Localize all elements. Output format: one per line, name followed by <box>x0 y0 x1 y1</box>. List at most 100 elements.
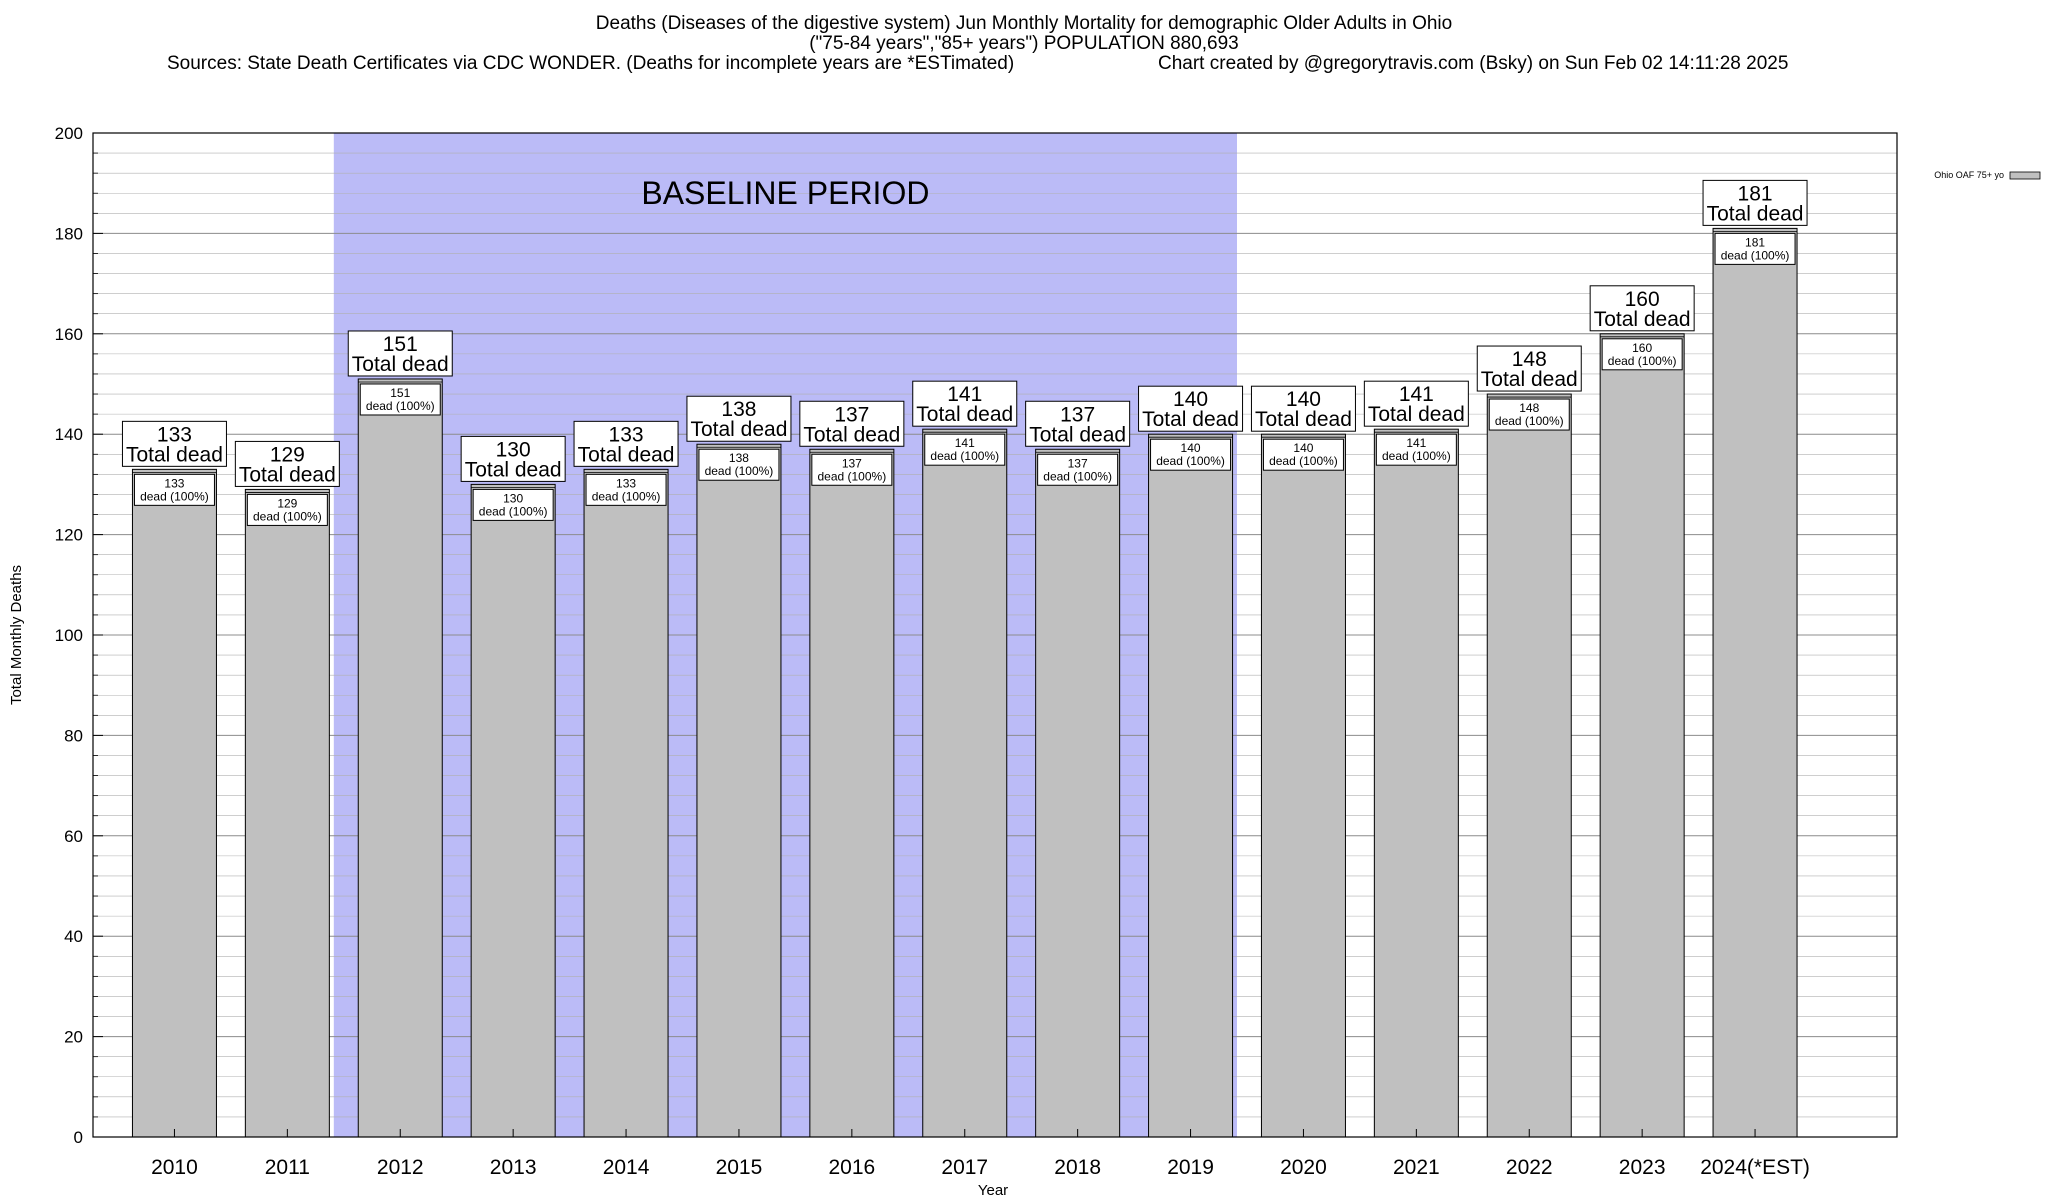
y-axis: 0 20 40 60 80 100 120 140 160 180 200 <box>55 124 103 1147</box>
bar-top-suffix: Total dead <box>578 443 675 466</box>
bar-top-value: 140 <box>1173 388 1208 411</box>
chart-credit: Chart created by @gregorytravis.com (Bsk… <box>1158 53 1789 74</box>
x-tick-label: 2016 <box>828 1156 875 1179</box>
bar-inner-suffix: dead (100%) <box>479 504 548 518</box>
bar-inner-value: 133 <box>164 476 184 490</box>
bar-inner-suffix: dead (100%) <box>1269 454 1338 468</box>
x-tick-label: 2014 <box>603 1156 650 1179</box>
bar-inner-label-box <box>1262 438 1344 471</box>
bar <box>1260 433 1346 1138</box>
bar-inner-suffix: dead (100%) <box>1382 449 1451 463</box>
bar-inner-value: 130 <box>503 491 523 505</box>
bar-inner-suffix: dead (100%) <box>930 449 999 463</box>
bar-top-label-box <box>1363 380 1469 427</box>
bar <box>1373 428 1459 1138</box>
bar <box>809 448 895 1138</box>
legend-swatch <box>2009 171 2041 180</box>
bar-top-suffix: Total dead <box>1142 408 1239 431</box>
y-tick-label: 140 <box>55 425 83 444</box>
bar-top-label-box <box>1250 385 1356 432</box>
bar-inner-suffix: dead (100%) <box>592 489 661 503</box>
bar-top-value: 151 <box>383 333 418 356</box>
bar-inner-suffix: dead (100%) <box>817 469 886 483</box>
x-axis-title: Year <box>978 1182 1008 1199</box>
y-tick-label: 0 <box>74 1128 83 1147</box>
bar-top-label-box <box>1589 285 1695 332</box>
baseline-period-label: BASELINE PERIOD <box>641 175 929 211</box>
bar-inner-suffix: dead (100%) <box>1043 469 1112 483</box>
bar-inner-suffix: dead (100%) <box>140 489 209 503</box>
bar-inner-suffix: dead (100%) <box>1495 414 1564 428</box>
bar <box>583 468 669 1138</box>
bar-top-suffix: Total dead <box>126 443 223 466</box>
bar-top-value: 141 <box>1399 383 1434 406</box>
x-tick-label: 2022 <box>1506 1156 1553 1179</box>
x-axis: 2010 2011 2012 2013 2014 2015 2016 2017 2018 2019… <box>151 1129 1810 1179</box>
legend: Ohio OAF 75+ yo <box>1934 170 2041 180</box>
bar-top-label-box <box>1138 385 1244 432</box>
bar-inner-label-box <box>1714 232 1796 265</box>
x-tick-label: 2024(*EST) <box>1700 1156 1810 1179</box>
bar-top-suffix: Total dead <box>239 463 336 486</box>
bar <box>470 483 556 1138</box>
bar-inner-suffix: dead (100%) <box>1156 454 1225 468</box>
chart-sources: Sources: State Death Certificates via CD… <box>167 53 1015 74</box>
bar <box>1035 448 1121 1138</box>
bar-inner-label-box <box>1375 433 1457 466</box>
x-tick-label: 2012 <box>377 1156 424 1179</box>
bar-inner-suffix: dead (100%) <box>253 509 322 523</box>
bar-top-value: 129 <box>270 443 305 466</box>
bar-inner-label-box <box>811 453 893 486</box>
y-tick-label: 20 <box>64 1028 83 1047</box>
bar-top-value: 133 <box>609 423 644 446</box>
bar <box>922 428 1008 1138</box>
bar-inner-suffix: dead (100%) <box>366 399 435 413</box>
bar-inner-label-box <box>1601 338 1683 371</box>
x-tick-label: 2023 <box>1619 1156 1666 1179</box>
y-tick-label: 40 <box>64 927 83 946</box>
bar-top-suffix: Total dead <box>1594 308 1691 331</box>
bar-top-label-box <box>686 395 792 442</box>
bar-top-suffix: Total dead <box>1368 403 1465 426</box>
legend-label: Ohio OAF 75+ yo <box>1934 170 2004 180</box>
bar-inner-label-box <box>246 493 328 526</box>
y-tick-label: 200 <box>55 124 83 143</box>
bar-top-suffix: Total dead <box>916 403 1013 426</box>
bar-top-suffix: Total dead <box>1481 368 1578 391</box>
x-tick-label: 2011 <box>265 1156 310 1179</box>
bar-top-value: 133 <box>157 423 192 446</box>
bar-top-label-box <box>799 400 905 447</box>
bar-inner-label-box <box>1488 398 1570 431</box>
bar-top-value: 160 <box>1625 288 1660 311</box>
y-axis-title: Total Monthly Deaths <box>8 565 25 705</box>
x-tick-label: 2015 <box>716 1156 763 1179</box>
bar-inner-value: 141 <box>955 436 975 450</box>
x-tick-label: 2020 <box>1280 1156 1327 1179</box>
bar <box>696 443 782 1138</box>
bar-top-suffix: Total dead <box>1029 423 1126 446</box>
bar-inner-suffix: dead (100%) <box>705 464 774 478</box>
y-tick-label: 100 <box>55 626 83 645</box>
bar-inner-value: 181 <box>1745 235 1765 249</box>
bar-top-label-box <box>912 380 1018 427</box>
bar-inner-label-box <box>472 488 554 521</box>
bar-top-value: 141 <box>947 383 982 406</box>
x-tick-label: 2021 <box>1393 1156 1440 1179</box>
bar-inner-label-box <box>133 473 215 506</box>
x-tick-label: 2018 <box>1054 1156 1101 1179</box>
bar-inner-label-box <box>1150 438 1232 471</box>
bar-top-value: 181 <box>1738 182 1773 205</box>
bar <box>131 468 217 1138</box>
bar <box>1148 433 1234 1138</box>
bar-top-value: 137 <box>834 403 869 426</box>
y-tick-label: 160 <box>55 325 83 344</box>
bar <box>1712 227 1798 1138</box>
bar-top-label-box <box>1025 400 1131 447</box>
y-tick-label: 180 <box>55 224 83 243</box>
x-tick-label: 2010 <box>151 1156 198 1179</box>
bar-inner-value: 141 <box>1406 436 1426 450</box>
bar-top-label-box <box>234 440 340 487</box>
chart-title-line1: Deaths (Diseases of the digestive system… <box>595 13 1453 34</box>
bar <box>1599 333 1685 1138</box>
